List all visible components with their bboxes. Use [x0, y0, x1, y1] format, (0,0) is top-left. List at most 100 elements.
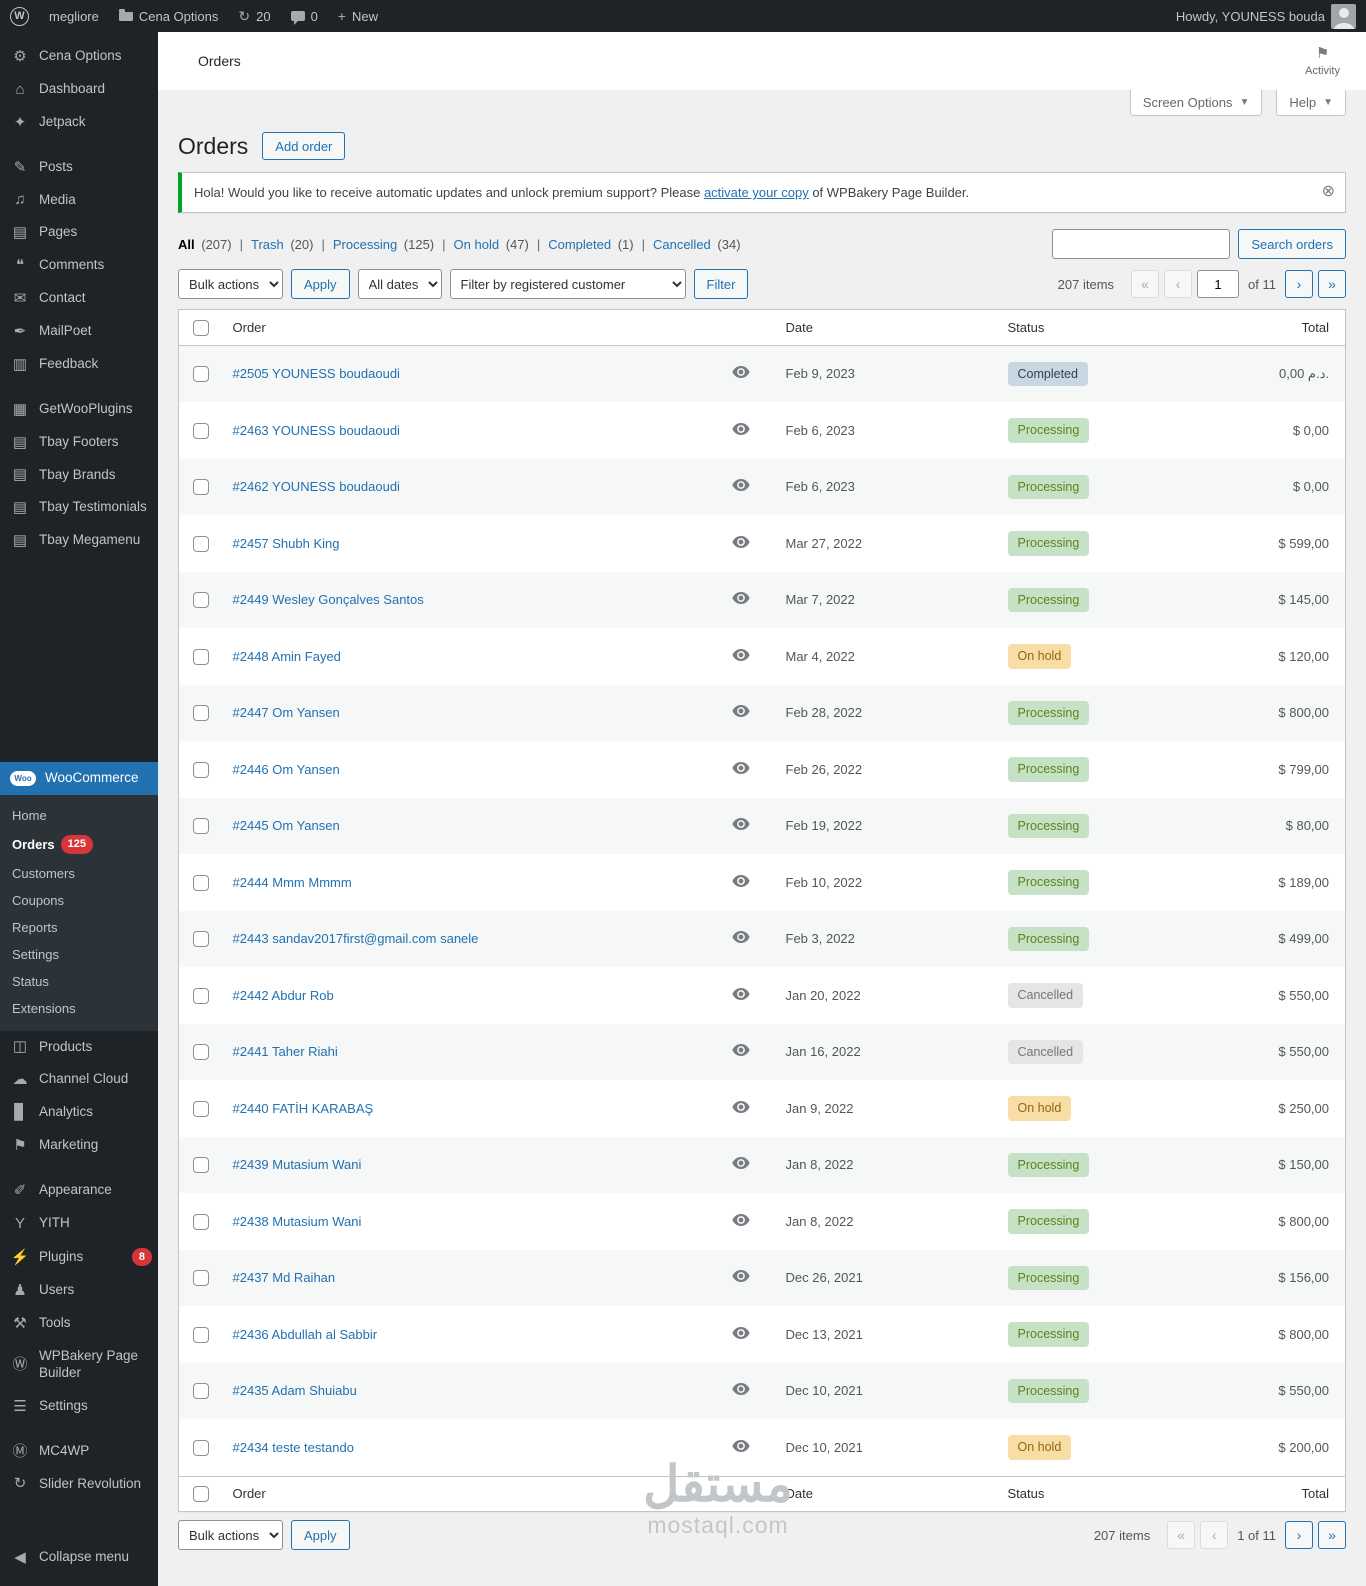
sidebar-item-cena-options[interactable]: ⚙ Cena Options — [0, 40, 158, 73]
sidebar-subitem-reports[interactable]: Reports — [12, 919, 58, 935]
preview-eye-icon[interactable] — [731, 1439, 750, 1452]
row-checkbox[interactable] — [193, 366, 209, 383]
filter-button[interactable]: Filter — [693, 269, 749, 299]
preview-eye-icon[interactable] — [731, 818, 750, 831]
sidebar-item-jetpack[interactable]: ✦ Jetpack — [0, 106, 158, 139]
order-link[interactable]: #2441 Taher Riahi — [232, 1044, 338, 1060]
sidebar-item-dashboard[interactable]: ⌂ Dashboard — [0, 73, 158, 106]
sidebar-subitem-customers[interactable]: Customers — [12, 865, 75, 881]
sidebar-item-tbay-footers[interactable]: ▤ Tbay Footers — [0, 426, 158, 459]
last-page-button-bottom[interactable]: » — [1318, 1521, 1346, 1550]
preview-eye-icon[interactable] — [731, 874, 750, 887]
preview-eye-icon[interactable] — [731, 1213, 750, 1226]
wp-logo-menu[interactable]: W — [0, 0, 39, 32]
row-checkbox[interactable] — [193, 422, 209, 439]
sidebar-item-contact[interactable]: ✉ Contact — [0, 282, 158, 315]
row-checkbox[interactable] — [193, 931, 209, 948]
date-filter-select[interactable]: All dates — [357, 269, 442, 299]
preview-eye-icon[interactable] — [731, 1044, 750, 1057]
site-name-menu[interactable]: megliore — [39, 0, 109, 32]
order-link[interactable]: #2462 YOUNESS boudaoudi — [232, 479, 400, 495]
order-link[interactable]: #2440 FATİH KARABAŞ — [232, 1100, 374, 1116]
help-button[interactable]: Help ▼ — [1276, 90, 1346, 116]
column-header-date[interactable]: Date — [775, 309, 998, 346]
screen-options-button[interactable]: Screen Options ▼ — [1129, 90, 1263, 116]
row-checkbox[interactable] — [193, 592, 209, 609]
sidebar-item-yith[interactable]: Y YITH — [0, 1207, 158, 1240]
preview-eye-icon[interactable] — [731, 648, 750, 661]
order-link[interactable]: #2445 Om Yansen — [232, 818, 340, 834]
row-checkbox[interactable] — [193, 705, 209, 722]
status-filter-on-hold[interactable]: On hold (47) — [453, 236, 529, 252]
sidebar-item-comments[interactable]: ❝ Comments — [0, 249, 158, 282]
row-checkbox[interactable] — [193, 648, 209, 665]
preview-eye-icon[interactable] — [731, 366, 750, 379]
order-link[interactable]: #2446 Om Yansen — [232, 761, 340, 777]
sidebar-item-posts[interactable]: ✎ Posts — [0, 151, 158, 184]
status-filter-all[interactable]: All (207) — [178, 236, 232, 252]
order-link[interactable]: #2448 Amin Fayed — [232, 648, 341, 664]
sidebar-item-slider-revolution[interactable]: ↻ Slider Revolution — [0, 1468, 158, 1501]
sidebar-subitem-home[interactable]: Home — [12, 808, 47, 823]
apply-button[interactable]: Apply — [291, 269, 350, 299]
updates-menu[interactable]: ↻ 20 — [238, 7, 271, 24]
row-checkbox[interactable] — [193, 1326, 209, 1343]
order-link[interactable]: #2436 Abdullah al Sabbir — [232, 1326, 378, 1342]
status-filter-cancelled[interactable]: Cancelled (34) — [652, 236, 741, 252]
sidebar-subitem-status[interactable]: Status — [12, 973, 49, 989]
sidebar-item-marketing[interactable]: ⚑ Marketing — [0, 1129, 158, 1162]
column-footer-total[interactable]: Total — [1219, 1475, 1346, 1512]
next-page-button[interactable]: › — [1285, 270, 1313, 298]
preview-eye-icon[interactable] — [731, 1157, 750, 1170]
bulk-actions-select[interactable]: Bulk actions — [178, 269, 283, 299]
sidebar-item-feedback[interactable]: ▥ Feedback — [0, 348, 158, 381]
column-header-total[interactable]: Total — [1219, 309, 1346, 346]
row-checkbox[interactable] — [193, 1439, 209, 1456]
order-link[interactable]: #2444 Mmm Mmmm — [232, 874, 352, 890]
last-page-button[interactable]: » — [1318, 270, 1346, 298]
new-content-menu[interactable]: + New — [337, 8, 378, 24]
sidebar-item-plugins[interactable]: ⚡ Plugins 8 — [0, 1240, 158, 1275]
search-input[interactable] — [1052, 229, 1231, 259]
order-link[interactable]: #2457 Shubh King — [232, 535, 340, 551]
order-link[interactable]: #2439 Mutasium Wani — [232, 1157, 362, 1173]
bulk-actions-select-bottom[interactable]: Bulk actions — [178, 1520, 283, 1551]
row-checkbox[interactable] — [193, 479, 209, 496]
sidebar-item-channel-cloud[interactable]: ☁ Channel Cloud — [0, 1063, 158, 1096]
order-link[interactable]: #2437 Md Raihan — [232, 1270, 336, 1286]
row-checkbox[interactable] — [193, 1270, 209, 1287]
status-filter-trash[interactable]: Trash (20) — [250, 236, 314, 252]
sidebar-item-getwooplugins[interactable]: ▦ GetWooPlugins — [0, 393, 158, 426]
sidebar-item-tbay-megamenu[interactable]: ▤ Tbay Megamenu — [0, 524, 158, 557]
sidebar-item-analytics[interactable]: ▊ Analytics — [0, 1096, 158, 1129]
column-footer-order[interactable]: Order — [222, 1475, 722, 1512]
order-link[interactable]: #2505 YOUNESS boudaoudi — [232, 366, 400, 382]
sidebar-item-wpbakery-page-builder[interactable]: Ⓦ WPBakery Page Builder — [0, 1340, 158, 1390]
search-orders-button[interactable]: Search orders — [1238, 229, 1346, 259]
status-filter-completed[interactable]: Completed (1) — [548, 236, 634, 252]
preview-eye-icon[interactable] — [731, 1326, 750, 1339]
sidebar-item-pages[interactable]: ▤ Pages — [0, 216, 158, 249]
collapse-menu-button[interactable]: ◀ Collapse menu — [0, 1541, 158, 1574]
select-all-checkbox[interactable] — [193, 319, 209, 336]
order-link[interactable]: #2438 Mutasium Wani — [232, 1213, 362, 1229]
preview-eye-icon[interactable] — [731, 479, 750, 492]
row-checkbox[interactable] — [193, 1044, 209, 1061]
preview-eye-icon[interactable] — [731, 592, 750, 605]
dismiss-notice-icon[interactable]: ⊗ — [1321, 183, 1335, 200]
order-link[interactable]: #2463 YOUNESS boudaoudi — [232, 422, 400, 438]
preview-eye-icon[interactable] — [731, 422, 750, 435]
sidebar-subitem-settings[interactable]: Settings — [12, 946, 59, 962]
row-checkbox[interactable] — [193, 1157, 209, 1174]
order-link[interactable]: #2443 sandav2017first@gmail.com sanele — [232, 931, 479, 947]
order-link[interactable]: #2447 Om Yansen — [232, 705, 340, 721]
sidebar-item-mailpoet[interactable]: ✒ MailPoet — [0, 315, 158, 348]
sidebar-item-appearance[interactable]: ✐ Appearance — [0, 1174, 158, 1207]
preview-eye-icon[interactable] — [731, 931, 750, 944]
sidebar-item-woocommerce[interactable]: Woo WooCommerce — [0, 762, 158, 795]
row-checkbox[interactable] — [193, 818, 209, 835]
activity-panel-button[interactable]: ⚑ Activity — [1305, 45, 1340, 77]
next-page-button-bottom[interactable]: › — [1285, 1521, 1313, 1550]
preview-eye-icon[interactable] — [731, 1383, 750, 1396]
sidebar-item-settings[interactable]: ☰ Settings — [0, 1390, 158, 1423]
